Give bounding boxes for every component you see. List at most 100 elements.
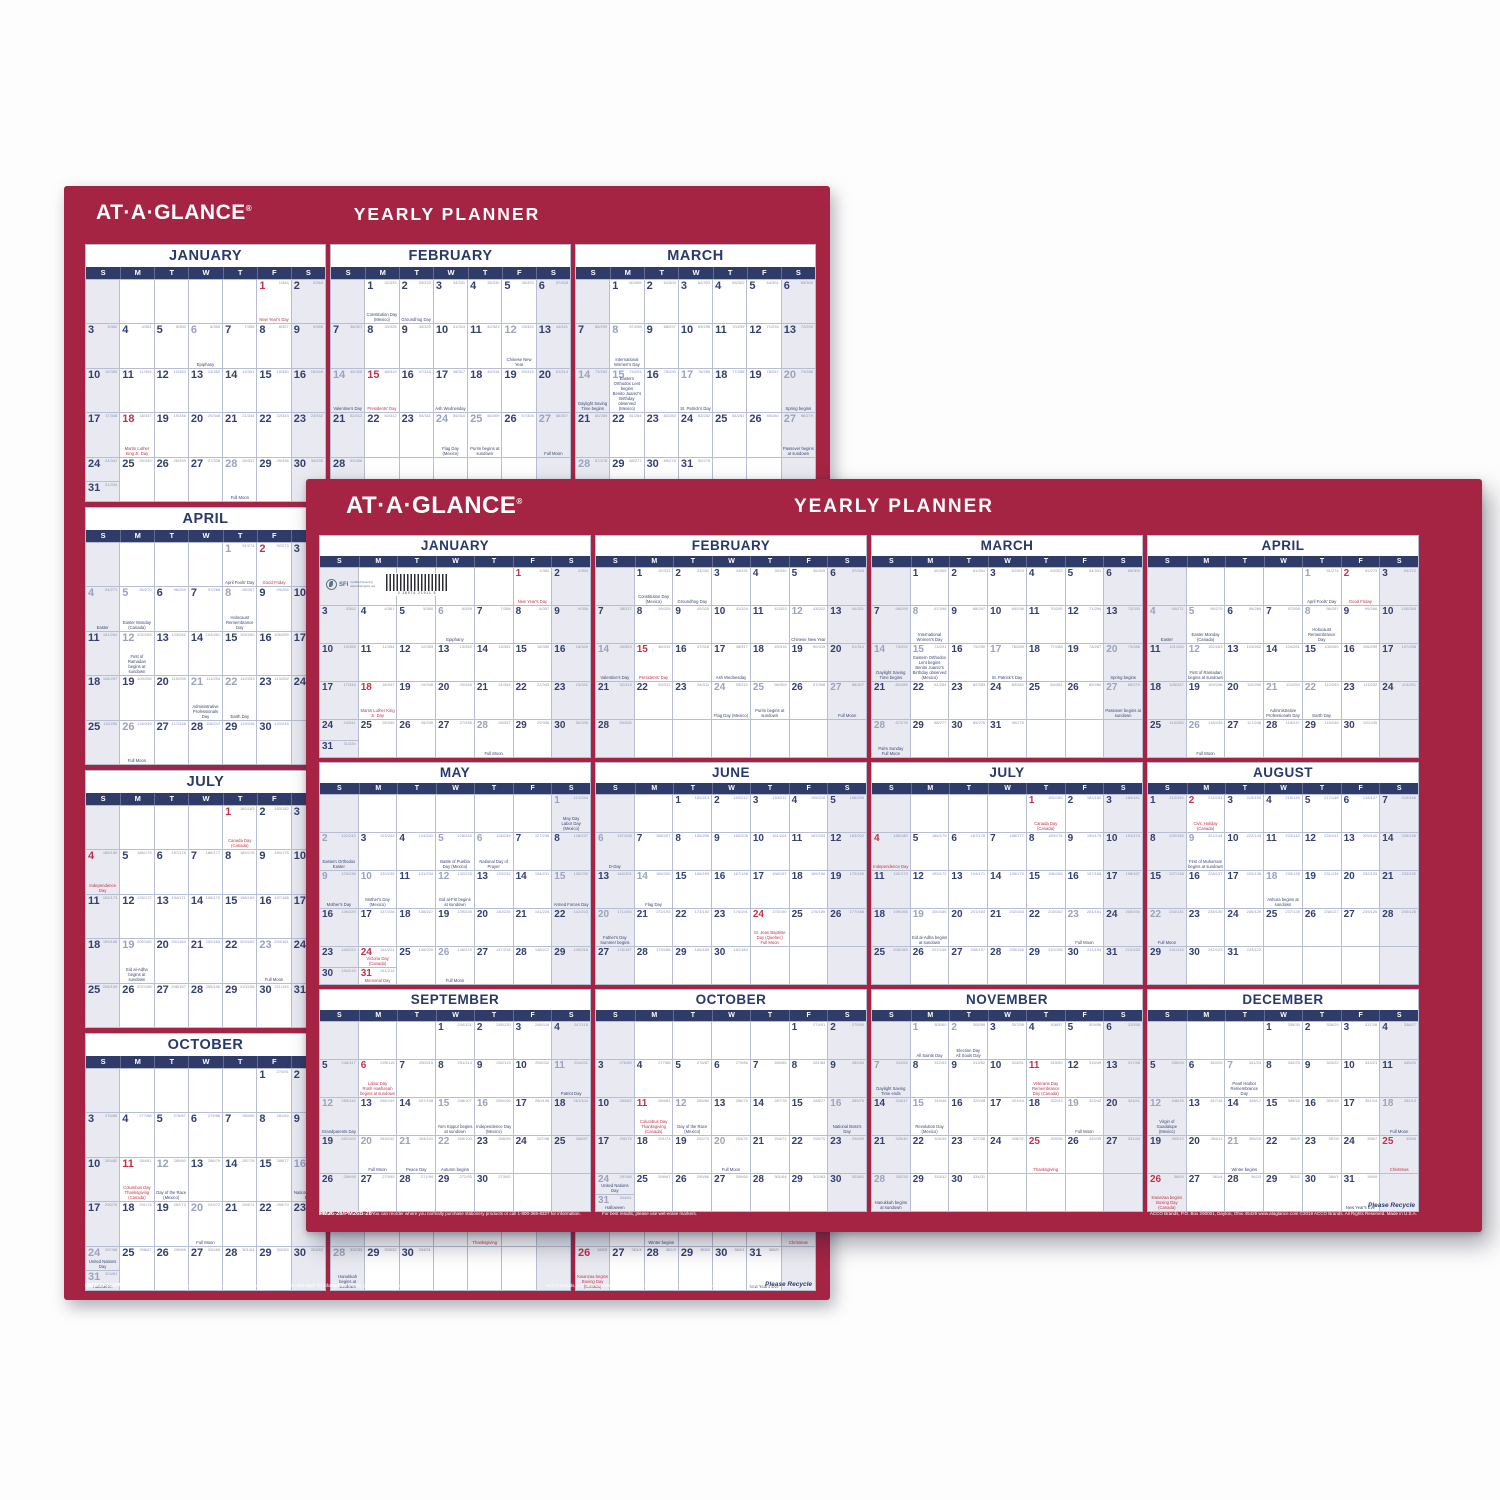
day-number: 26 — [322, 1174, 334, 1185]
day-number: 27 — [1106, 682, 1118, 693]
day-number: 25 — [399, 947, 411, 958]
day-cell: 12 285/80 Day of the Race (Mexico) — [673, 1098, 712, 1135]
day-of-year: 146/219 — [457, 947, 472, 952]
day-number: 6 — [438, 606, 444, 617]
day-of-year: 82/283 — [972, 682, 986, 687]
day-of-year: 29/336 — [537, 720, 550, 725]
day-cell: 11 192/173 — [86, 894, 120, 939]
day-grid: 1274/912275/903276/894277/885278/876279/… — [86, 1068, 325, 1290]
day-number: 17 — [1343, 1098, 1355, 1109]
day-cell: 10 41/324 — [433, 324, 468, 368]
front-yearly-planner: AT·A·GLANCE® YEARLY PLANNER JANUARY S M T W T… — [306, 479, 1482, 1232]
day-of-year: 103/262 — [171, 631, 186, 637]
weekday-label: F — [1340, 556, 1380, 567]
day-cell — [712, 720, 750, 757]
day-number: 8 — [367, 324, 374, 337]
day-of-year: 108/257 — [102, 676, 118, 682]
day-number: 11 — [360, 644, 372, 655]
day-of-year: 142/223 — [573, 909, 588, 914]
day-of-year: 357/8 — [1328, 1136, 1339, 1141]
day-of-year: 296/69 — [851, 1136, 864, 1141]
day-number: 3 — [714, 568, 720, 579]
day-of-year: 57/308 — [521, 413, 534, 419]
day-of-year: 237/128 — [1285, 909, 1300, 914]
weekday-label: T — [154, 1056, 188, 1068]
day-number: 7 — [598, 606, 604, 617]
day-cell — [634, 795, 673, 832]
day-of-year: 330/35 — [1089, 1136, 1102, 1141]
day-of-year: 318/47 — [895, 1098, 908, 1103]
day-cell: 5 186/179 — [910, 833, 949, 870]
day-cell — [1302, 947, 1341, 984]
day-number: 30 — [293, 1246, 306, 1259]
day-number: 4 — [88, 850, 95, 863]
day-number: 24 — [1106, 909, 1118, 920]
weekday-label: S — [827, 1010, 866, 1021]
day-of-year: 298/67 — [139, 1246, 152, 1252]
day-of-year: 95/270 — [139, 587, 152, 593]
day-number: 23 — [1067, 909, 1079, 920]
day-cell — [154, 280, 188, 324]
day-cell: 24 83/282 — [678, 413, 713, 457]
day-of-year: 229/136 — [1246, 871, 1262, 876]
day-of-year: 18/347 — [139, 413, 152, 419]
day-number: 8 — [225, 850, 232, 863]
day-of-year: 254/111 — [574, 1060, 588, 1065]
day-of-year: 145/220 — [418, 947, 434, 952]
day-of-year: 266/99 — [498, 1136, 511, 1141]
weekday-label: T — [949, 783, 988, 794]
holiday-label: Chinese New Year — [506, 356, 532, 367]
day-cell: 26 85/280 — [1065, 682, 1104, 719]
day-number: 17 — [88, 413, 101, 426]
day-cell: 19 50/315 — [502, 368, 536, 413]
day-of-year: 365/0 — [1367, 1174, 1378, 1179]
day-cell: 1 60/305 — [910, 568, 949, 605]
day-cell: 17 290/75 — [86, 1202, 120, 1246]
day-number: 15 — [259, 368, 272, 381]
day-of-year: 140/225 — [496, 909, 511, 914]
day-of-year: 54/311 — [418, 413, 431, 419]
day-cell: 9 99/266 — [1341, 606, 1380, 643]
wet-erase-note: For best results, please use wet-erase m… — [602, 1211, 698, 1216]
day-number: 21 — [1382, 871, 1394, 882]
day-number: 8 — [1266, 1060, 1272, 1071]
day-of-year: 42/323 — [774, 606, 787, 611]
day-cell: 2 33/332 Groundhog Day — [673, 568, 712, 605]
day-cell — [397, 1022, 436, 1059]
day-of-year: 111/254 — [1285, 682, 1300, 687]
day-cell — [1264, 568, 1302, 605]
day-of-year: 300/65 — [735, 1174, 748, 1179]
day-cell: 20 79/286 Spring begins — [781, 368, 815, 413]
day-number: 19 — [675, 1136, 687, 1147]
weekday-label: T — [644, 267, 678, 279]
day-of-year: 63/302 — [732, 280, 745, 285]
day-cell: 2 61/304 — [949, 568, 988, 605]
day-number: 30 — [322, 967, 334, 979]
holiday-label: First of Ramadan begins at sundown — [127, 654, 146, 675]
day-of-year: 241/124 — [1169, 947, 1184, 952]
day-of-year: 30/335 — [575, 720, 588, 725]
item-number-text: Item # PM26-28/PM26B-28 You can reorder … — [319, 1211, 581, 1217]
weekday-label: S — [345, 268, 351, 277]
day-cell — [789, 947, 828, 984]
day-number: 14 — [476, 644, 488, 655]
day-of-year: 199/166 — [102, 939, 118, 945]
weekday-label: S — [1164, 558, 1170, 565]
day-number: 24 — [990, 682, 1002, 693]
holiday-label: Easter — [1160, 636, 1173, 642]
day-of-year: 44/321 — [851, 606, 864, 611]
